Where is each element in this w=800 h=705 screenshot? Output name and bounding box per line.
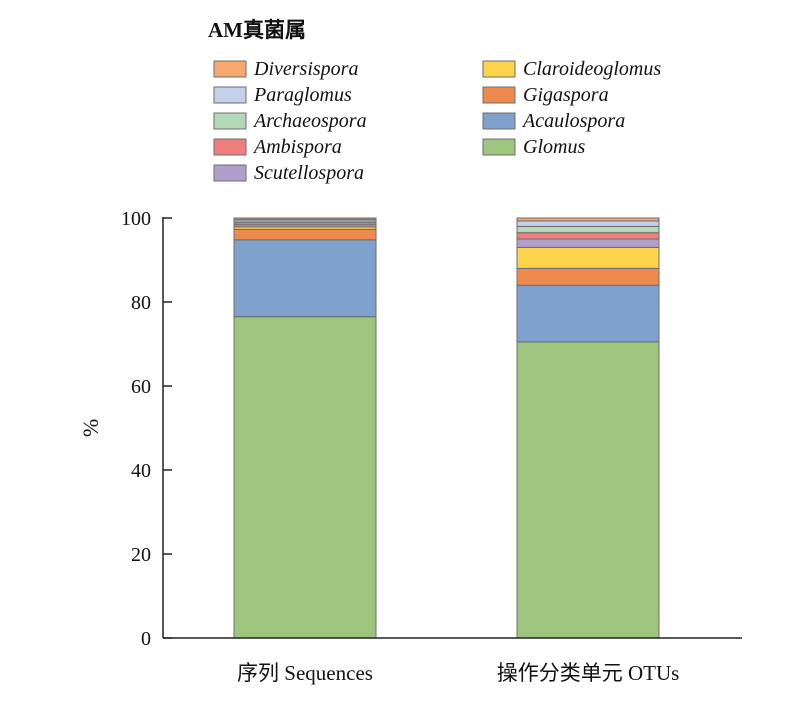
legend-label-gigaspora: Gigaspora — [523, 84, 609, 106]
y-axis-title: % — [78, 419, 103, 437]
legend-swatch-diversispora — [213, 60, 247, 78]
y-tick-label-20: 20 — [131, 544, 151, 566]
bar-segment-glomus-0 — [233, 316, 377, 639]
legend-swatch-gigaspora — [482, 86, 516, 104]
legend-label-acaulospora: Acaulospora — [521, 110, 625, 132]
legend-swatch-archaeospora — [213, 112, 247, 130]
y-tick-label-0: 0 — [141, 628, 151, 650]
y-tick-label-80: 80 — [131, 292, 151, 314]
legend-label-diversispora: Diversispora — [253, 58, 358, 80]
bar-segment-acaulospora-1 — [516, 284, 660, 343]
legend-swatch-claroideoglomus — [482, 60, 516, 78]
legend-label-ambispora: Ambispora — [252, 136, 342, 158]
bars: 序列 Sequences 操作分类单元 OTUs — [233, 217, 680, 685]
y-tick-label-60: 60 — [131, 376, 151, 398]
legend-swatch-acaulospora — [482, 112, 516, 130]
legend-label-paraglomus: Paraglomus — [253, 84, 352, 106]
bar-segment-acaulospora-0 — [233, 239, 377, 318]
bar-segment-diversispora-1 — [516, 217, 660, 222]
bar-segment-paraglomus-1 — [516, 220, 660, 227]
legend-swatch-paraglomus — [213, 86, 247, 104]
bar-segment-gigaspora-0 — [233, 228, 377, 241]
legend-label-claroideoglomus: Claroideoglomus — [523, 58, 661, 80]
legend-label-scutellospora: Scutellospora — [254, 162, 364, 184]
y-tick-label-40: 40 — [131, 460, 151, 482]
legend: AM真菌属 Diversispora Claroideoglomus Paraglo… — [208, 18, 661, 184]
bar-segment-ambispora-1 — [516, 232, 660, 240]
legend-swatch-glomus — [482, 138, 516, 156]
x-tick-label-1: 操作分类单元 OTUs — [497, 661, 680, 685]
legend-title: AM真菌属 — [208, 18, 306, 42]
legend-swatch-ambispora — [213, 138, 247, 156]
legend-label-archaeospora: Archaeospora — [252, 110, 367, 132]
bar-segment-gigaspora-1 — [516, 267, 660, 286]
legend-swatch-scutellospora — [213, 164, 247, 182]
bar-segment-claroideoglomus-1 — [516, 246, 660, 269]
bar-segment-archaeospora-1 — [516, 225, 660, 234]
legend-label-glomus: Glomus — [523, 136, 585, 158]
axes: 0 20 40 60 80 100% — [78, 208, 742, 650]
y-tick-label-100: 100 — [121, 208, 151, 230]
bar-segment-diversispora-0 — [233, 217, 377, 220]
bar-segment-glomus-1 — [516, 341, 660, 639]
bar-segment-scutellospora-1 — [516, 238, 660, 248]
x-tick-label-0: 序列 Sequences — [237, 661, 373, 685]
